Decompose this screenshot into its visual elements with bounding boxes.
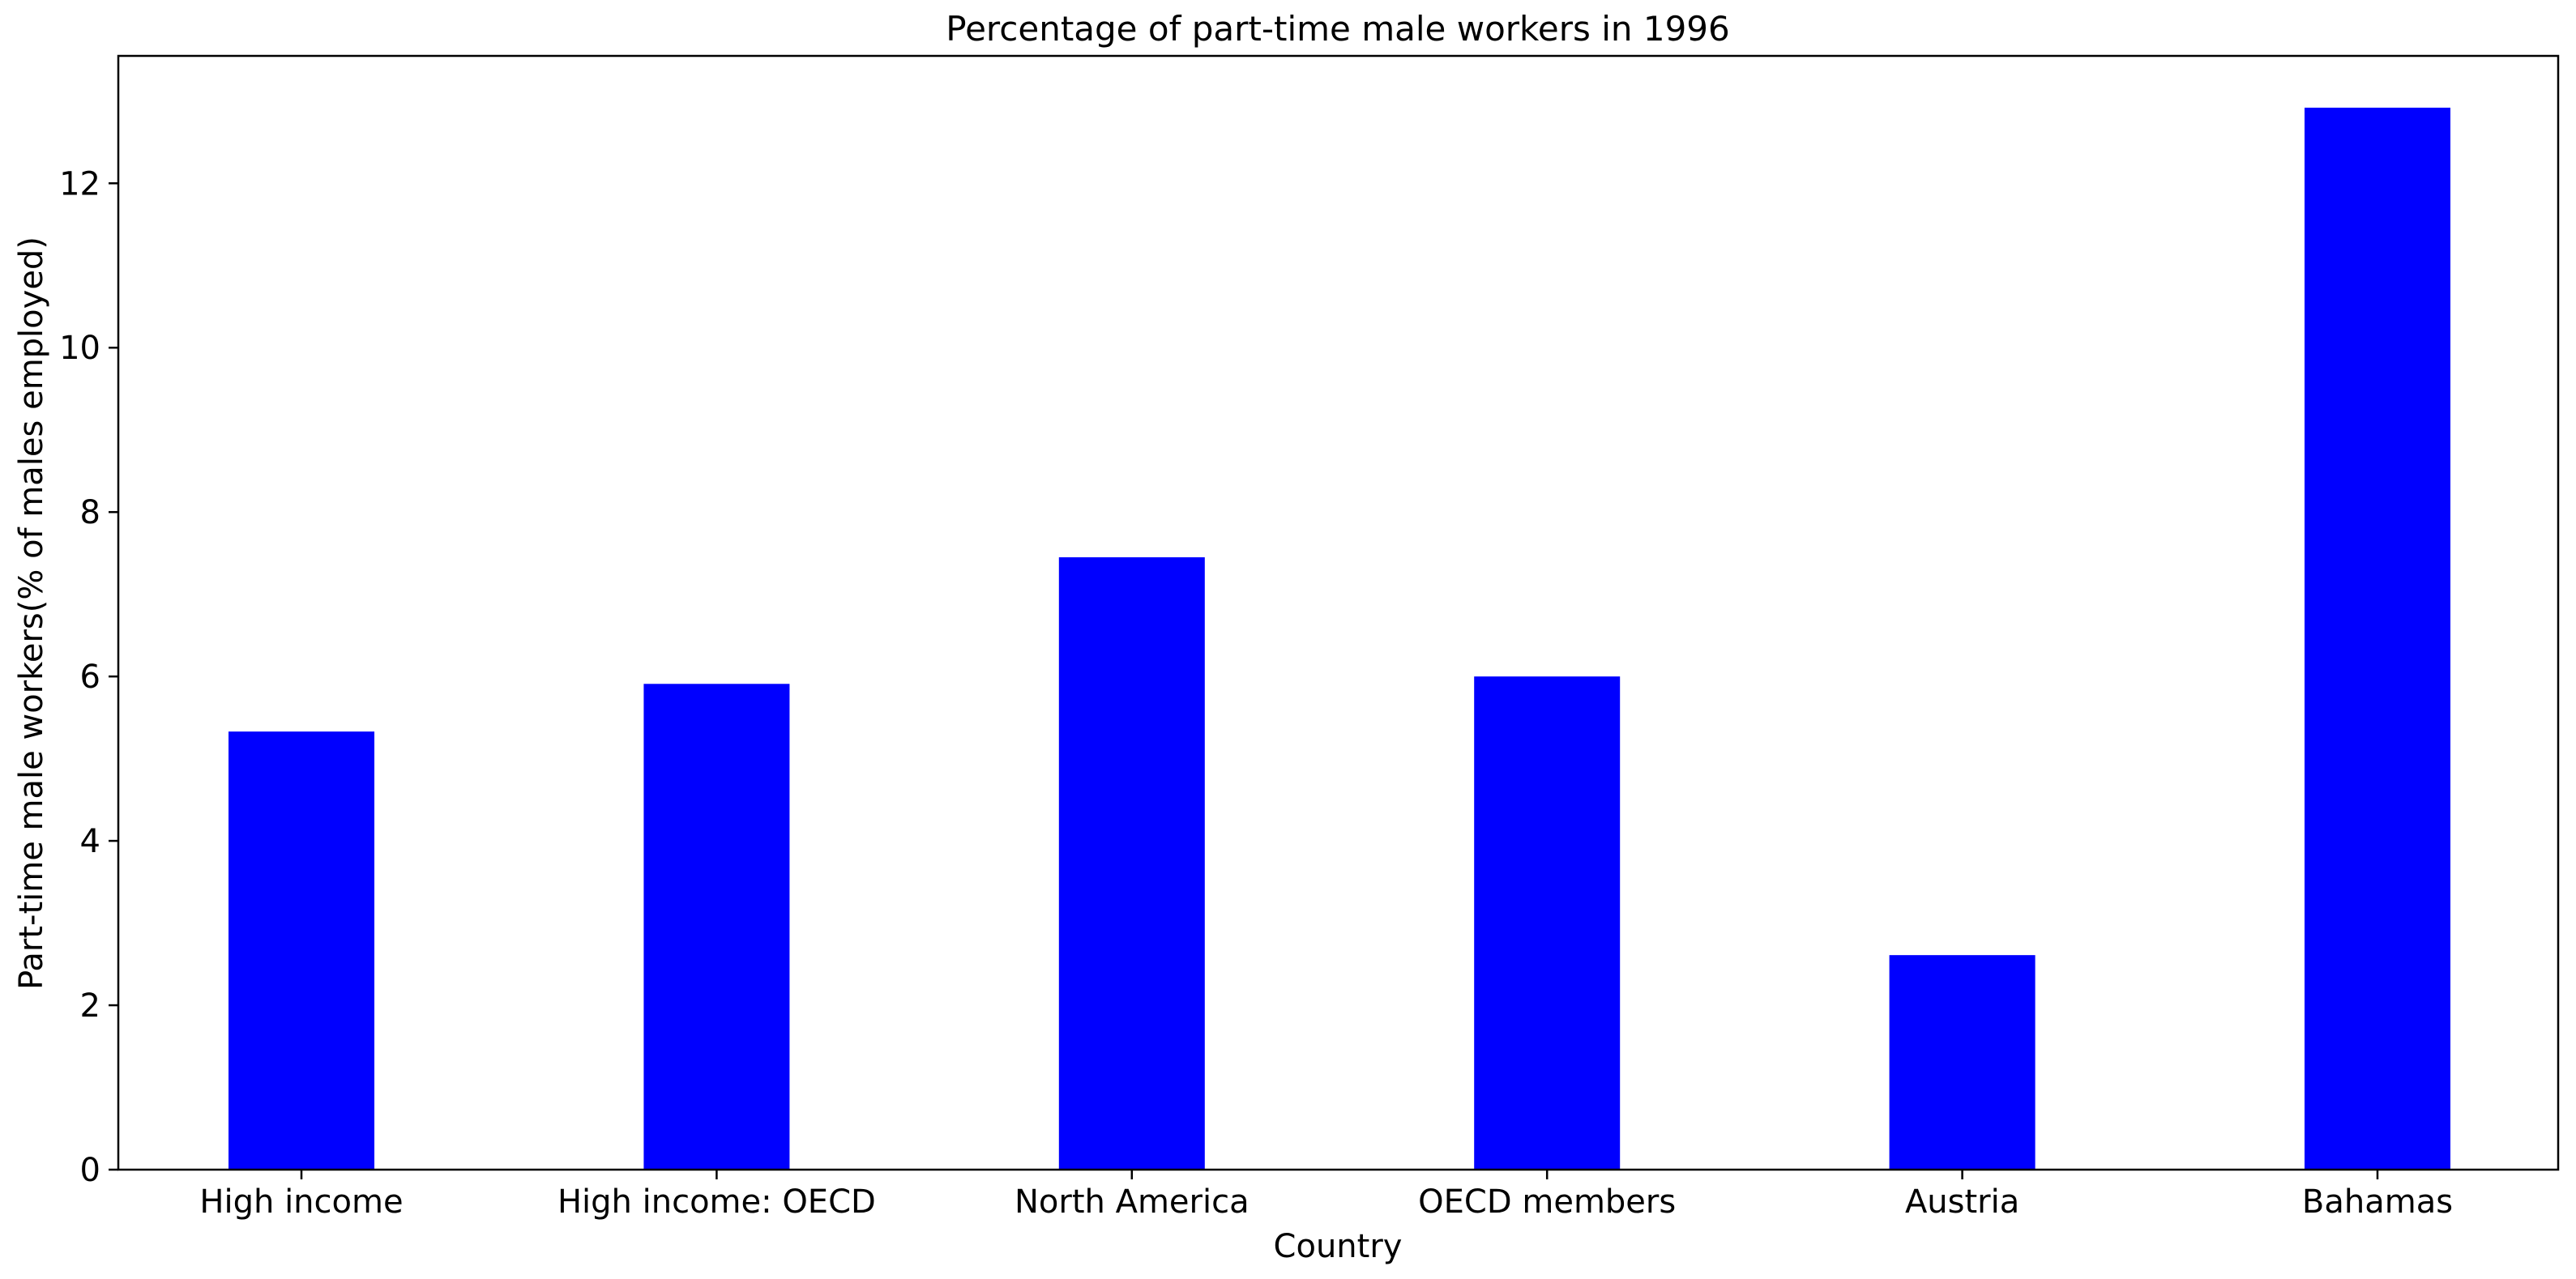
y-axis-label: Part-time male workers(% of males employ… [13, 237, 50, 990]
x-tick-label: High income: OECD [557, 1183, 876, 1221]
bar-bahamas [2305, 107, 2450, 1170]
y-tick-label: 2 [80, 987, 100, 1025]
y-tick-label: 8 [80, 494, 100, 531]
chart-title: Percentage of part-time male workers in … [946, 9, 1730, 49]
x-axis-ticks: High income High income: OECD North Americ… [199, 1170, 2453, 1221]
y-tick-label: 0 [80, 1152, 100, 1189]
bar-high-income [229, 731, 374, 1170]
bar-high-income-oecd [643, 684, 790, 1170]
y-axis-ticks: 0 2 4 6 8 10 12 [59, 165, 118, 1189]
y-tick-label: 6 [80, 659, 100, 696]
x-tick-label: Austria [1905, 1183, 2019, 1221]
x-axis-label: Country [1274, 1228, 1403, 1265]
x-tick-label: High income [199, 1183, 403, 1221]
y-tick-label: 10 [59, 330, 100, 367]
bar-north-america [1058, 557, 1205, 1170]
x-tick-label: North America [1015, 1183, 1250, 1221]
x-tick-label: Bahamas [2302, 1183, 2453, 1221]
bar-oecd-members [1474, 676, 1621, 1170]
x-tick-label: OECD members [1418, 1183, 1676, 1221]
y-tick-label: 12 [59, 165, 100, 203]
plot-frame [117, 54, 2560, 1171]
bars-group [229, 107, 2450, 1170]
y-tick-label: 4 [80, 823, 100, 860]
bar-austria [1889, 955, 2036, 1170]
